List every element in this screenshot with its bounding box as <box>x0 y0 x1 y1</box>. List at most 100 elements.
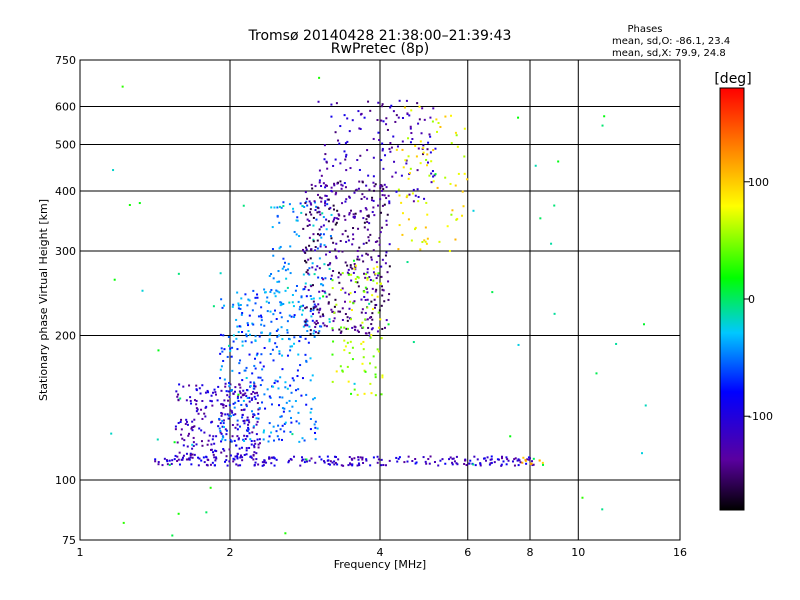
data-point <box>353 263 356 266</box>
data-point <box>429 116 432 119</box>
data-point <box>182 444 185 447</box>
data-point <box>176 441 179 444</box>
data-point <box>318 330 321 333</box>
data-point <box>305 200 308 203</box>
data-point <box>312 300 315 303</box>
data-point <box>430 160 433 163</box>
data-point <box>284 289 287 292</box>
data-point <box>257 443 260 446</box>
data-point <box>236 348 239 351</box>
data-point <box>409 167 412 170</box>
data-point <box>405 159 408 162</box>
data-point <box>239 303 242 306</box>
data-point <box>157 349 160 352</box>
data-point <box>279 376 282 379</box>
data-point <box>333 317 336 320</box>
data-point <box>344 291 347 294</box>
data-point <box>345 153 348 156</box>
data-point <box>431 120 434 123</box>
data-point <box>334 131 337 134</box>
data-point <box>334 193 337 196</box>
data-point <box>356 258 359 261</box>
data-point <box>255 423 258 426</box>
data-point <box>381 194 384 197</box>
data-point <box>374 272 377 275</box>
data-point <box>288 338 291 341</box>
data-point <box>323 158 326 161</box>
data-point <box>361 254 364 257</box>
data-point <box>219 333 222 336</box>
data-point <box>349 264 352 267</box>
data-point <box>333 208 336 211</box>
data-point <box>316 265 319 268</box>
y-tick-label: 75 <box>62 534 76 547</box>
data-point <box>316 427 319 430</box>
data-point <box>227 344 230 347</box>
data-point <box>324 277 327 280</box>
data-point <box>362 260 365 263</box>
data-point <box>325 184 328 187</box>
data-point <box>423 239 426 242</box>
data-point <box>332 310 335 313</box>
data-point <box>272 425 275 428</box>
data-point <box>178 383 181 386</box>
data-point <box>359 324 362 327</box>
data-point <box>360 197 363 200</box>
grid-lines <box>80 60 680 540</box>
data-point <box>382 289 385 292</box>
data-point <box>171 459 174 462</box>
data-point <box>382 167 385 170</box>
data-point <box>357 456 360 459</box>
data-point <box>271 348 274 351</box>
data-point <box>179 420 182 423</box>
data-point <box>465 464 468 467</box>
data-point <box>335 370 338 373</box>
data-point <box>193 418 196 421</box>
data-point <box>240 297 243 300</box>
data-point <box>423 197 426 200</box>
data-point <box>553 312 556 315</box>
data-point <box>457 172 460 175</box>
data-point <box>293 336 296 339</box>
data-point <box>435 118 438 121</box>
x-tick-label: 10 <box>571 546 585 559</box>
data-point <box>299 464 302 467</box>
data-point <box>450 142 453 145</box>
data-point <box>306 224 309 227</box>
data-point <box>222 419 225 422</box>
data-point <box>409 125 412 128</box>
data-point <box>303 205 306 208</box>
data-point <box>181 437 184 440</box>
data-point <box>428 174 431 177</box>
data-point <box>181 456 184 459</box>
data-point <box>232 334 235 337</box>
data-point <box>214 393 217 396</box>
data-point <box>214 391 217 394</box>
data-point <box>240 403 243 406</box>
data-point <box>385 123 388 126</box>
data-point <box>376 274 379 277</box>
data-point <box>376 118 379 121</box>
data-point <box>379 318 382 321</box>
data-point <box>309 208 312 211</box>
data-point <box>229 415 232 418</box>
data-point <box>355 188 358 191</box>
colorbar-tick-label: 100 <box>748 176 769 189</box>
data-point <box>366 214 369 217</box>
data-point <box>379 282 382 285</box>
data-point <box>286 387 289 390</box>
data-point <box>511 460 514 463</box>
data-point <box>335 303 338 306</box>
data-point <box>248 314 251 317</box>
data-point <box>259 384 262 387</box>
data-point <box>338 281 341 284</box>
data-point <box>272 385 275 388</box>
data-point <box>353 300 356 303</box>
data-point <box>307 258 310 261</box>
data-point <box>318 297 321 300</box>
data-point <box>306 218 309 221</box>
data-point <box>245 403 248 406</box>
data-point <box>374 373 377 376</box>
data-point <box>370 392 373 395</box>
data-point <box>214 456 217 459</box>
